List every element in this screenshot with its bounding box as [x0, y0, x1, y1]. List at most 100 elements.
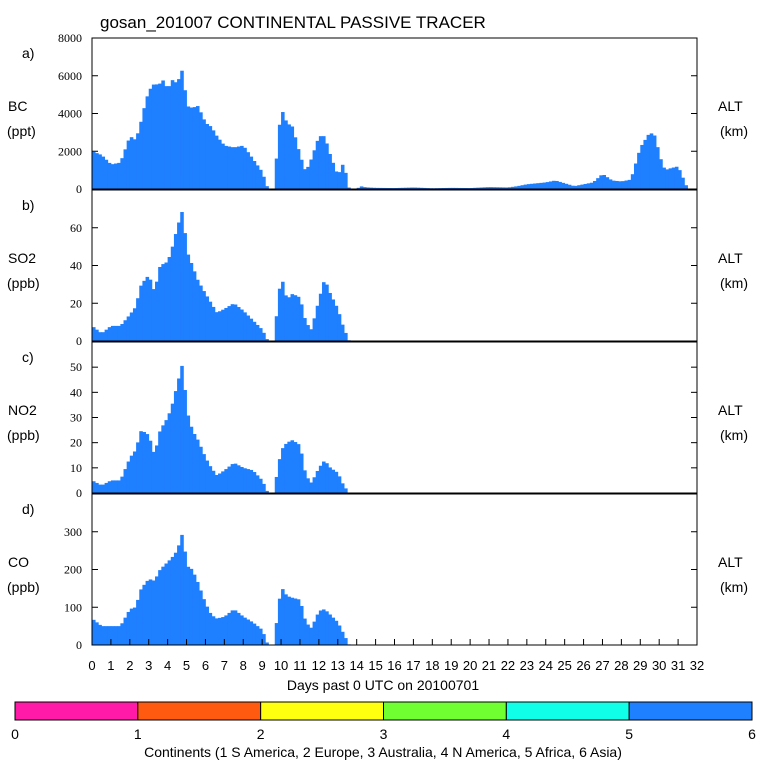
bar [498, 187, 503, 189]
bar [507, 187, 512, 189]
bar [221, 617, 225, 645]
bar [274, 623, 279, 645]
bar [602, 175, 607, 189]
bar [325, 463, 329, 493]
bar [233, 147, 238, 189]
bar [240, 145, 244, 189]
bar [255, 475, 260, 493]
x-tick-label: 15 [368, 658, 382, 673]
x-tick-label: 6 [202, 658, 209, 673]
bar [262, 176, 266, 189]
colorbar-tick-label: 3 [380, 726, 388, 742]
bar [529, 183, 534, 189]
bar [296, 149, 301, 189]
x-tick-label: 26 [576, 658, 590, 673]
bar [290, 294, 295, 341]
bar [309, 159, 313, 189]
bar [577, 185, 581, 189]
right-axis-unit: (km) [720, 123, 748, 139]
bar [293, 137, 298, 189]
bar [101, 484, 105, 493]
bar [303, 618, 307, 645]
y-tick-label: 60 [70, 221, 82, 235]
y-axis-label: NO2 [8, 402, 37, 418]
bar [344, 638, 348, 645]
bar [470, 187, 474, 189]
bar [249, 621, 254, 645]
bar [161, 566, 165, 645]
bar [129, 608, 134, 645]
bar [126, 316, 131, 341]
x-tick-label: 31 [671, 658, 685, 673]
bar [192, 107, 197, 189]
bar [101, 332, 105, 341]
bar [221, 309, 225, 341]
bar [299, 304, 304, 341]
bar [284, 120, 288, 189]
bar [151, 289, 156, 341]
bar [570, 185, 575, 189]
bar [479, 187, 484, 189]
bar [161, 425, 165, 493]
bar [665, 169, 670, 189]
y-tick-label: 300 [64, 525, 82, 539]
bar [189, 568, 194, 645]
bar [325, 143, 329, 189]
bar [646, 134, 651, 189]
bar [328, 292, 332, 341]
bar [337, 172, 342, 189]
bar [139, 121, 143, 189]
bar [265, 186, 269, 189]
right-axis-label: ALT [718, 98, 743, 114]
right-axis-unit: (km) [720, 427, 748, 443]
bar [281, 281, 285, 341]
bar [195, 581, 200, 645]
bar [195, 106, 200, 189]
bar [460, 187, 465, 189]
bar [240, 309, 244, 341]
y-axis-label: CO [8, 554, 29, 570]
x-tick-label: 4 [164, 658, 171, 673]
bar [318, 465, 323, 493]
bar [306, 166, 310, 189]
bar [180, 70, 184, 189]
bar [101, 156, 105, 189]
bar [161, 264, 165, 341]
bar [95, 153, 99, 189]
bar [142, 584, 146, 645]
bar [177, 545, 181, 645]
bar [214, 618, 219, 645]
bar [136, 599, 140, 645]
bar [202, 454, 206, 493]
bar [199, 590, 203, 645]
bar [110, 164, 115, 189]
bar [362, 187, 367, 189]
bar [643, 139, 647, 189]
bar [186, 254, 191, 341]
bar [164, 262, 169, 341]
x-tick-label: 20 [463, 658, 477, 673]
bar [177, 79, 181, 189]
bar [281, 589, 285, 645]
bar [104, 482, 109, 493]
bar [265, 642, 269, 645]
bar [148, 440, 153, 493]
bar [309, 482, 313, 493]
bar [104, 159, 109, 189]
bar [337, 314, 342, 341]
bar [630, 174, 635, 189]
bar [132, 139, 137, 189]
bar [662, 167, 666, 189]
bar [615, 180, 619, 189]
bar [511, 186, 515, 189]
bar [627, 179, 632, 189]
colorbar-segment [628, 701, 753, 721]
bar [448, 187, 452, 189]
y-tick-label: 10 [70, 461, 82, 475]
bar [318, 610, 323, 645]
bar [526, 184, 531, 189]
x-tick-label: 13 [331, 658, 345, 673]
panel-letter: b) [22, 197, 34, 213]
bar [205, 606, 209, 645]
bar [199, 446, 203, 493]
